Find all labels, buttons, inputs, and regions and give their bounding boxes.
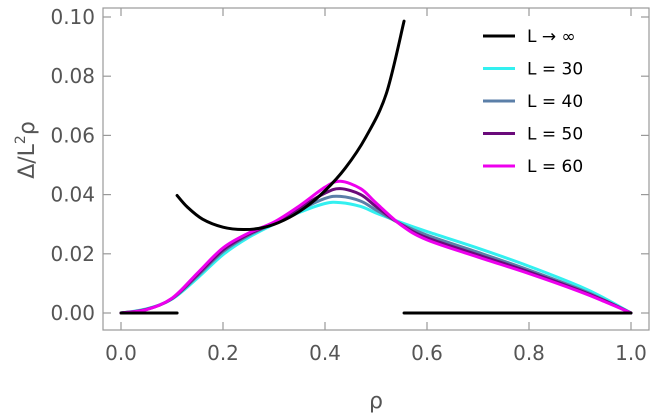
legend-label: L = 30 [527, 60, 583, 80]
y-tick-label: 0.00 [50, 301, 95, 325]
x-axis-title: ρ [369, 389, 383, 414]
legend-label: L = 40 [527, 92, 583, 112]
series-line [119, 187, 633, 315]
x-tick-label: 0.8 [513, 341, 545, 365]
x-tick-label: 0.0 [105, 341, 137, 365]
plot-frame [102, 7, 650, 331]
x-tick-label: 0.4 [309, 341, 341, 365]
legend-label: L = 60 [527, 157, 583, 177]
plot-border [102, 7, 650, 331]
series-line [175, 19, 406, 232]
series-line [119, 179, 633, 315]
x-tick-label: 1.0 [615, 341, 647, 365]
legend: L → ∞ L = 30 L = 40 L = 50 L = 60 [483, 27, 583, 177]
x-axis: 0.0 0.2 0.4 0.6 0.8 1.0 [105, 8, 647, 365]
y-tick-label: 0.04 [50, 183, 95, 207]
series-lines [119, 19, 633, 315]
legend-label: L = 50 [527, 125, 583, 145]
y-tick-label: 0.06 [50, 123, 95, 147]
legend-label: L → ∞ [527, 27, 576, 47]
y-tick-label: 0.08 [50, 64, 95, 88]
x-tick-label: 0.2 [207, 341, 239, 365]
y-tick-label: 0.10 [50, 5, 95, 29]
series-line [119, 200, 633, 315]
x-tick-label: 0.6 [411, 341, 443, 365]
y-axis-title: Δ/L2ρ [13, 121, 40, 179]
y-tick-label: 0.02 [50, 242, 95, 266]
y-axis: 0.00 0.02 0.04 0.06 0.08 0.10 [50, 5, 649, 325]
